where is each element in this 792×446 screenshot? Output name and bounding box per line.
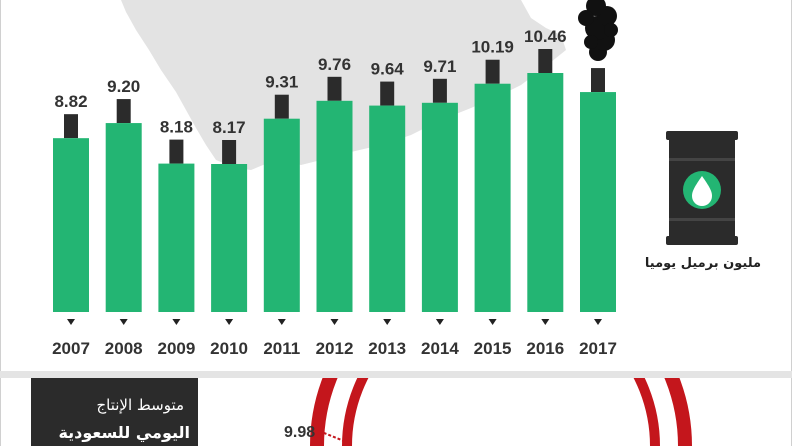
tick-marker-2010 <box>225 319 234 325</box>
saudi-map-silhouette <box>121 0 566 170</box>
production-chart-panel: 8.82 9.20 8.18 8.17 9.31 9.76 9.64 9.71 10.19 10.… <box>0 0 792 371</box>
average-value: 9.98 <box>284 424 315 441</box>
unit-label: مليون برميل يوميا <box>644 256 762 271</box>
value-label-2009: 8.18 <box>160 118 193 137</box>
section-divider <box>0 371 792 378</box>
tick-marker-2016 <box>541 319 550 325</box>
bar-cap-2011 <box>274 94 289 119</box>
bar-cap-2015 <box>485 59 500 84</box>
bar-2017 <box>580 92 616 312</box>
bar-2011 <box>263 118 300 312</box>
year-label-2014: 2014 <box>421 339 459 358</box>
value-label-2016: 10.46 <box>524 27 567 46</box>
value-label-2010: 8.17 <box>213 118 246 137</box>
year-label-2007: 2007 <box>52 339 90 358</box>
average-section: 9.98 متوسط الإنتاج اليومي للسعودية <box>0 378 792 446</box>
average-title-line2: اليومي للسعودية <box>58 423 190 442</box>
oil-drop-icon <box>692 176 712 206</box>
bar-cap-2007 <box>64 114 78 139</box>
average-title-box: متوسط الإنتاج اليومي للسعودية <box>31 378 198 446</box>
tick-marker-2013 <box>383 319 392 325</box>
bar-cap-2017 <box>591 68 605 93</box>
year-label-2012: 2012 <box>316 339 354 358</box>
gauge-pointer-dot <box>316 428 322 434</box>
oil-barrel-icon <box>666 131 738 245</box>
year-label-2016: 2016 <box>526 339 564 358</box>
bar-2014 <box>421 102 458 312</box>
value-label-2012: 9.76 <box>318 55 351 74</box>
average-title-line1: متوسط الإنتاج <box>96 396 184 414</box>
value-label-2007: 8.82 <box>54 92 87 111</box>
tick-marker-2014 <box>435 319 444 325</box>
value-label-2015: 10.19 <box>471 38 514 57</box>
year-label-2008: 2008 <box>105 339 143 358</box>
year-label-2011: 2011 <box>263 339 300 358</box>
year-label-2015: 2015 <box>474 339 512 358</box>
bar-2007 <box>53 138 89 312</box>
tick-marker-2011 <box>277 319 286 325</box>
year-label-2010: 2010 <box>210 339 248 358</box>
bar-cap-2012 <box>327 76 342 101</box>
tick-marker-2012 <box>330 319 339 325</box>
bar-2012 <box>316 100 353 313</box>
gauge-pointer-line <box>318 430 345 442</box>
bar-cap-2009 <box>169 139 184 164</box>
bar-2008 <box>105 123 142 312</box>
bar-cap-2016 <box>538 49 553 73</box>
tick-marker-2007 <box>67 319 75 325</box>
bar-2013 <box>369 105 406 313</box>
bar-cap-2013 <box>380 81 395 106</box>
average-gauge: 9.98 <box>284 378 692 446</box>
year-label-2009: 2009 <box>157 339 195 358</box>
bar-cap-2010 <box>222 140 237 164</box>
value-label-2008: 9.20 <box>107 77 140 96</box>
gauge-ring-outer <box>310 378 692 446</box>
bar-2010 <box>211 164 248 312</box>
smoke-icon <box>578 0 618 61</box>
tick-marker-2015 <box>488 319 497 325</box>
gauge-ring-inner <box>342 378 660 446</box>
tick-marker-2008 <box>119 319 128 325</box>
bar-cap-2014 <box>432 78 447 103</box>
bar-cap-2008 <box>116 99 131 124</box>
year-label-2017: 2017 <box>579 339 617 358</box>
value-label-2013: 9.64 <box>371 60 405 79</box>
tick-marker-2017 <box>594 319 602 325</box>
bar-2016 <box>527 73 564 312</box>
year-label-2013: 2013 <box>368 339 406 358</box>
bar-2015 <box>474 83 511 313</box>
bar-chart: 8.82 9.20 8.18 8.17 9.31 9.76 9.64 9.71 10.19 10.… <box>52 0 738 358</box>
value-label-2011: 9.31 <box>265 73 298 92</box>
tick-marker-2009 <box>172 319 181 325</box>
bar-2009 <box>158 163 195 312</box>
value-label-2014: 9.71 <box>423 57 456 76</box>
